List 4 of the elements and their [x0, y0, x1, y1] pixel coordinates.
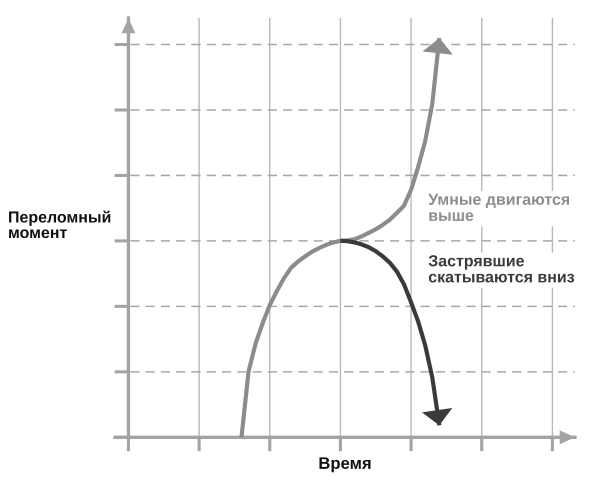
series-label: Умные двигаются выше	[428, 194, 570, 222]
y-axis-title: Переломный момент	[9, 210, 110, 238]
x-axis-title: Время	[319, 457, 370, 472]
series-label: Застрявшие скатываются вниз	[428, 255, 574, 282]
